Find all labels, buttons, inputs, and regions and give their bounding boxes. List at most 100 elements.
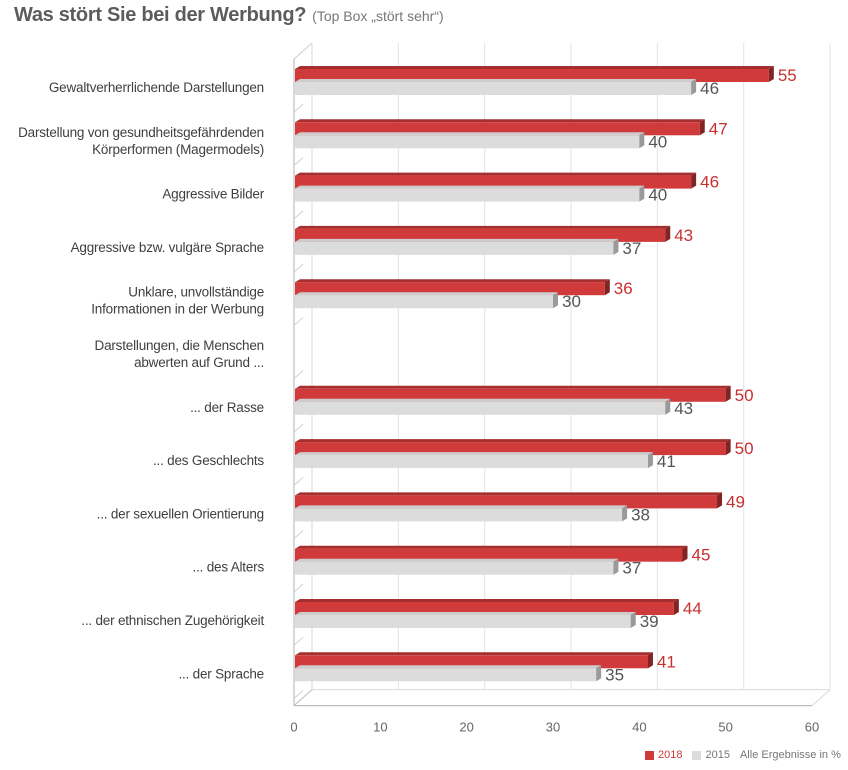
- data-label-2015: 46: [700, 79, 719, 98]
- bar-2018: [295, 122, 700, 136]
- bar-2015: [295, 615, 631, 628]
- bar-2018: [295, 282, 605, 296]
- category-label: Gewaltverherrlichende Darstellungen: [49, 80, 264, 95]
- x-tick-label: 60: [805, 720, 819, 735]
- bar-end-2018: [717, 492, 723, 509]
- bar-end-2018: [673, 599, 679, 615]
- bar-end-2015: [639, 132, 645, 149]
- data-label-2018: 47: [709, 119, 728, 138]
- bar-end-2015: [613, 238, 619, 255]
- floor-right-edge: [811, 689, 831, 706]
- bar-top-2018: [295, 172, 697, 176]
- bar-end-2015: [647, 452, 653, 469]
- category-label: ... der ethnischen Zugehörigkeit: [81, 613, 264, 628]
- bar-end-2018: [682, 545, 688, 562]
- data-label-2015: 40: [648, 132, 667, 151]
- bar-2018: [295, 228, 666, 242]
- data-label-2018: 50: [735, 386, 754, 405]
- data-label-2015: 37: [622, 239, 641, 258]
- row-separator: [293, 50, 304, 60]
- data-label-2018: 36: [614, 279, 633, 298]
- x-tick-label: 0: [290, 720, 297, 735]
- bar-2015: [295, 82, 692, 95]
- bar-2015: [295, 401, 666, 415]
- bar-2018: [295, 655, 648, 669]
- data-label-2018: 46: [700, 173, 719, 192]
- category-label: Aggressive Bilder: [162, 187, 264, 202]
- bar-2018: [295, 388, 726, 402]
- legend-label-2018: 2018: [658, 749, 683, 761]
- bar-2018: [295, 69, 769, 82]
- category-label: ... der sexuellen Orientierung: [97, 506, 264, 521]
- bar-chart: 0 10 20 30 40 50 60 Gewaltverherrlichende Darst…: [18, 42, 831, 735]
- floor-left-edge: [293, 689, 313, 706]
- data-label-2015: 41: [657, 452, 676, 471]
- category-label: ... der Sprache: [178, 666, 264, 681]
- bar-2018: [295, 548, 683, 562]
- bar-end-2018: [647, 652, 653, 669]
- row-separator: [293, 103, 304, 113]
- category-label: Darstellung von gesundheitsgefährdenden: [18, 125, 264, 140]
- category-label: ... des Geschlechts: [153, 453, 264, 468]
- legend-label-2015: 2015: [705, 749, 730, 761]
- bar-2015: [295, 561, 614, 575]
- row-separator: [293, 370, 304, 380]
- data-label-2018: 45: [692, 546, 711, 565]
- legend-note: Alle Ergebnisse in %: [739, 749, 841, 761]
- bar-2015: [295, 135, 640, 149]
- bar-end-2018: [725, 385, 731, 402]
- category-label: Informationen in der Werbung: [91, 302, 264, 317]
- bar-top-2018: [295, 225, 671, 229]
- bar-top-2018: [295, 66, 774, 69]
- bar-top-2015: [295, 558, 619, 562]
- data-label-2015: 30: [562, 292, 581, 311]
- x-tick-label: 10: [373, 720, 387, 735]
- bar-top-2018: [295, 652, 653, 656]
- legend-swatch-2018: [645, 750, 654, 760]
- bar-end-2018: [604, 279, 610, 296]
- bar-2015: [295, 668, 597, 682]
- data-label-2015: 43: [674, 399, 693, 418]
- data-label-2018: 41: [657, 652, 676, 671]
- bar-top-2018: [295, 279, 610, 283]
- row-separator: [293, 690, 304, 699]
- bar-top-2018: [295, 439, 731, 443]
- bar-end-2015: [691, 79, 697, 95]
- data-label-2018: 49: [726, 492, 745, 511]
- bar-top-2015: [295, 612, 636, 615]
- chart-title: Was stört Sie bei der Werbung?: [14, 4, 307, 26]
- chart-subtitle: (Top Box „stört sehr“): [312, 8, 444, 24]
- bar-end-2015: [553, 292, 558, 309]
- data-label-2018: 50: [735, 439, 754, 458]
- bar-top-2015: [295, 132, 645, 136]
- bar-2018: [295, 175, 692, 189]
- bar-top-2018: [295, 545, 688, 549]
- category-label: Unklare, unvollständige: [128, 285, 264, 300]
- bar-end-2015: [622, 505, 628, 522]
- chart-title-block: Was stört Sie bei der Werbung? (Top Box „…: [14, 4, 444, 27]
- bar-top-2018: [295, 492, 723, 496]
- bar-2015: [295, 295, 553, 309]
- bar-end-2018: [699, 119, 705, 136]
- row-separator: [293, 210, 304, 220]
- bar-top-2015: [295, 79, 697, 82]
- row-separator: [293, 423, 304, 433]
- bar-2015: [295, 188, 640, 202]
- bar-2018: [295, 495, 718, 509]
- row-separator: [293, 583, 304, 593]
- bar-2015: [295, 241, 614, 255]
- x-tick-label: 40: [632, 720, 646, 735]
- bar-2015: [295, 508, 623, 522]
- data-label-2018: 43: [674, 226, 693, 245]
- category-label: Darstellungen, die Menschen: [95, 338, 264, 353]
- bar-2015: [295, 455, 648, 469]
- row-separator: [293, 477, 304, 486]
- bar-top-2018: [295, 385, 731, 389]
- data-label-2015: 37: [622, 559, 641, 578]
- bar-end-2018: [768, 66, 774, 82]
- bar-top-2018: [295, 119, 705, 123]
- bar-end-2018: [665, 225, 671, 242]
- x-tick-label: 20: [459, 720, 473, 735]
- bar-end-2015: [596, 665, 602, 682]
- data-label-2018: 55: [778, 66, 797, 85]
